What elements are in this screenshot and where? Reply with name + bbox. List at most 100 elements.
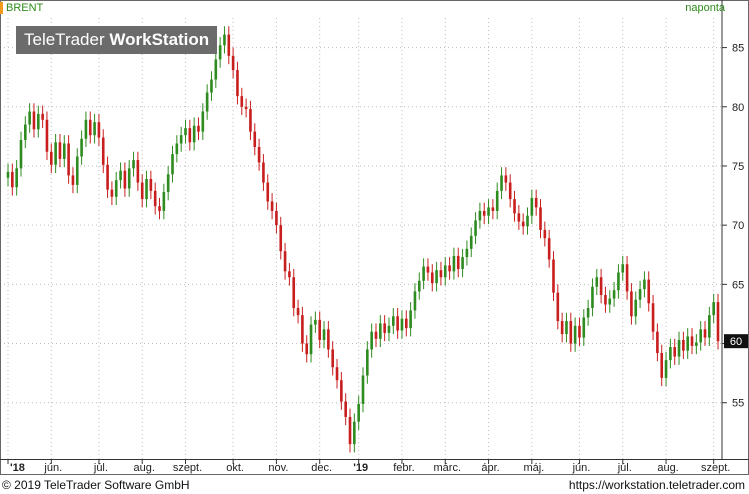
candle-body bbox=[599, 277, 603, 296]
candle-body bbox=[508, 182, 512, 200]
candle-body bbox=[560, 321, 564, 335]
candle-body bbox=[452, 255, 456, 272]
x-tick-label: márc. bbox=[434, 462, 462, 474]
candle-body bbox=[218, 45, 222, 60]
candle-body bbox=[97, 122, 101, 138]
candle-body bbox=[426, 266, 430, 273]
candle-body bbox=[227, 34, 231, 56]
candle-body bbox=[188, 128, 192, 143]
candle-body bbox=[327, 329, 330, 350]
candles bbox=[6, 26, 720, 453]
x-tick-label: jún. bbox=[43, 462, 62, 474]
candle-body bbox=[404, 318, 408, 329]
candle-body bbox=[19, 139, 23, 169]
candle-body bbox=[205, 92, 209, 112]
last-price-box bbox=[724, 334, 748, 349]
candle-body bbox=[309, 324, 313, 355]
candle-body bbox=[88, 119, 92, 136]
watermark-logo: TeleTrader WorkStation bbox=[16, 26, 218, 54]
candle-body bbox=[513, 199, 516, 214]
candle-body bbox=[201, 111, 205, 132]
candle-body bbox=[24, 124, 27, 140]
symbol-color-bar bbox=[0, 2, 3, 14]
candle-body bbox=[101, 137, 105, 165]
x-tick-label: szept. bbox=[173, 462, 202, 474]
candle-body bbox=[166, 174, 170, 193]
candle-body bbox=[712, 302, 715, 316]
candle-body bbox=[569, 321, 573, 344]
y-tick-label: 75 bbox=[732, 161, 744, 173]
candle-body bbox=[534, 197, 538, 208]
candle-body bbox=[396, 316, 399, 331]
candle-body bbox=[123, 170, 127, 189]
candle-body bbox=[573, 325, 577, 344]
candle-body bbox=[456, 255, 460, 269]
candle-body bbox=[608, 298, 612, 305]
candle-body bbox=[110, 189, 114, 197]
candle-body bbox=[145, 178, 148, 200]
candle-body bbox=[465, 248, 469, 258]
candle-body bbox=[15, 168, 18, 188]
candle-body bbox=[556, 292, 560, 322]
x-tick-label: ápr. bbox=[481, 462, 499, 474]
candle-body bbox=[660, 353, 664, 378]
candle-body bbox=[335, 367, 339, 381]
candle-body bbox=[703, 329, 707, 338]
candle-body bbox=[474, 220, 477, 236]
candle-body bbox=[669, 347, 672, 361]
candle-body bbox=[236, 70, 239, 97]
candle-body bbox=[62, 143, 66, 159]
candle-body bbox=[301, 315, 304, 344]
candle-body bbox=[249, 109, 252, 132]
candle-body bbox=[331, 349, 335, 368]
candle-body bbox=[292, 277, 296, 309]
candle-body bbox=[179, 135, 183, 144]
candle-body bbox=[305, 343, 309, 355]
candle-body bbox=[695, 342, 698, 346]
x-tick-label: aug. bbox=[133, 462, 154, 474]
x-tick-label: dec. bbox=[311, 462, 332, 474]
candle-body bbox=[140, 182, 144, 200]
candle-body bbox=[621, 264, 625, 273]
candle-body bbox=[625, 264, 629, 292]
candle-body bbox=[430, 272, 434, 284]
candle-body bbox=[417, 280, 421, 292]
candle-body bbox=[374, 331, 378, 339]
candle-body bbox=[296, 308, 300, 316]
candle-body bbox=[348, 416, 352, 445]
candle-body bbox=[547, 238, 551, 260]
candle-body bbox=[197, 125, 200, 132]
candle-body bbox=[630, 291, 633, 317]
candle-body bbox=[478, 210, 482, 221]
x-tick-label: febr. bbox=[393, 462, 414, 474]
candle-body bbox=[439, 270, 443, 278]
candle-body bbox=[565, 321, 568, 335]
candle-body bbox=[664, 360, 668, 378]
price-chart[interactable]: 5560657075808560 '18jún.júl.aug.szept.ok… bbox=[0, 0, 749, 476]
candle-body bbox=[231, 55, 235, 71]
candle-body bbox=[448, 265, 451, 272]
candle-body bbox=[132, 160, 135, 169]
candle-body bbox=[539, 207, 542, 230]
candle-body bbox=[192, 125, 196, 143]
period-label[interactable]: naponta bbox=[685, 2, 725, 14]
footer: © 2019 TeleTrader Software GmbH https://… bbox=[0, 476, 749, 494]
source-url[interactable]: https://workstation.teletrader.com bbox=[568, 478, 745, 492]
x-tick-label: okt. bbox=[226, 462, 244, 474]
candle-body bbox=[257, 147, 261, 163]
candle-body bbox=[119, 170, 122, 181]
candle-body bbox=[214, 59, 218, 80]
candle-body bbox=[526, 215, 529, 227]
candle-body bbox=[443, 265, 447, 278]
candle-body bbox=[106, 164, 109, 190]
candle-body bbox=[357, 403, 360, 422]
candle-body bbox=[682, 339, 685, 351]
x-axis: '18 jún. júl. aug. szept. okt. nov. dec. '19 febr… bbox=[0, 459, 749, 474]
candle-body bbox=[353, 421, 356, 445]
candle-body bbox=[716, 302, 720, 342]
x-tick-label: jún. bbox=[572, 462, 591, 474]
x-tick-label: júl. bbox=[617, 462, 632, 474]
symbol-label[interactable]: BRENT bbox=[6, 2, 44, 14]
candle-body bbox=[184, 128, 187, 136]
